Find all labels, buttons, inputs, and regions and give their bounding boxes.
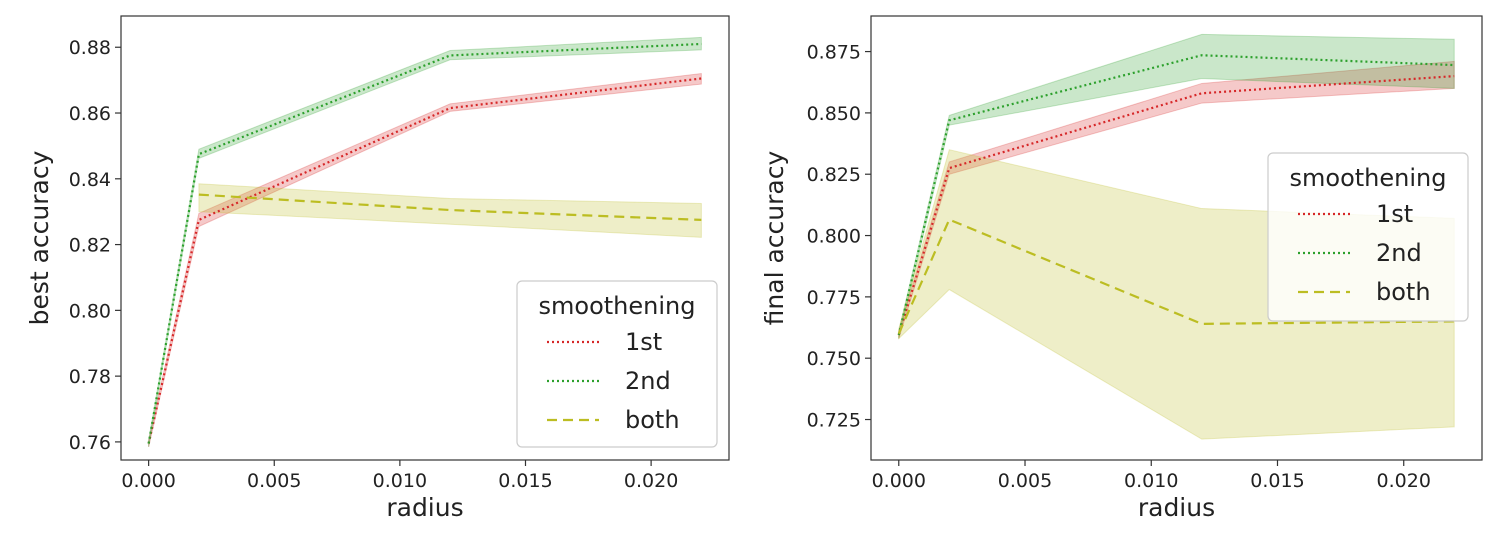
legend: smoothening 1st 2nd both: [1267, 152, 1469, 322]
legend-title: smoothening: [1290, 164, 1447, 192]
series-1st-band: [148, 72, 702, 447]
legend-label-1st: 1st: [625, 328, 662, 356]
y-tick-label: 0.80: [69, 300, 111, 322]
x-tick-label: 0.015: [1250, 470, 1304, 492]
legend-label-2nd: 2nd: [625, 367, 671, 395]
legend-label-both: both: [625, 406, 680, 434]
y-tick-label: 0.88: [69, 37, 111, 59]
series-2nd-line: [147, 42, 702, 444]
y-tick-label: 0.725: [807, 410, 861, 432]
legend-title: smoothening: [539, 292, 696, 320]
series-1st-band: [898, 60, 1455, 339]
x-tick-label: 0.000: [121, 470, 175, 492]
chart-1: 0.000 0.005 0.010 0.015 0.020 0.76 0.78 0.80 0.8…: [25, 15, 730, 522]
y-tick-label: 0.84: [69, 169, 111, 191]
series-2nd-band: [148, 36, 702, 447]
x-tick-label: 0.015: [498, 470, 552, 492]
legend-box: [516, 280, 718, 448]
x-tick-label: 0.020: [1377, 470, 1431, 492]
y-tick-label: 0.78: [69, 366, 111, 388]
series-1st-line: [897, 75, 1455, 336]
plot-frame: [120, 15, 730, 461]
x-tick-label: 0.005: [247, 470, 301, 492]
y-tick-label: 0.86: [69, 103, 111, 125]
series-both-line: [198, 193, 702, 222]
y-axis-label: best accuracy: [25, 150, 54, 325]
y-axis-label: final accuracy: [760, 151, 789, 326]
chart-2: 0.000 0.005 0.010 0.015 0.020 0.725 0.750 0.775…: [760, 15, 1483, 522]
plot-frame: [870, 15, 1483, 461]
series-2nd-line: [897, 54, 1455, 336]
legend: smoothening 1st 2nd both: [516, 280, 718, 448]
x-axis-label: radius: [386, 493, 463, 522]
x-tick-label: 0.020: [624, 470, 678, 492]
x-tick-label: 0.000: [872, 470, 926, 492]
x-axis-label: radius: [1138, 493, 1215, 522]
x-tick-label: 0.010: [1124, 470, 1178, 492]
legend-label-1st: 1st: [1376, 200, 1413, 228]
legend-box: [1267, 152, 1469, 322]
y-tick-label: 0.82: [69, 235, 111, 257]
y-tick-label: 0.775: [807, 287, 861, 309]
series-2nd-band: [898, 33, 1455, 339]
legend-label-both: both: [1376, 278, 1431, 306]
y-tick-label: 0.875: [807, 42, 861, 64]
y-tick-label: 0.800: [807, 226, 861, 248]
y-tick-label: 0.76: [69, 432, 111, 454]
series-1st-line: [147, 77, 702, 444]
y-tick-label: 0.750: [807, 348, 861, 370]
x-tick-label: 0.005: [998, 470, 1052, 492]
series-both-band: [198, 183, 702, 238]
legend-label-2nd: 2nd: [1376, 239, 1422, 267]
series-both-line: [897, 218, 1455, 335]
x-tick-label: 0.010: [373, 470, 427, 492]
y-tick-label: 0.850: [807, 103, 861, 125]
y-tick-label: 0.825: [807, 164, 861, 186]
